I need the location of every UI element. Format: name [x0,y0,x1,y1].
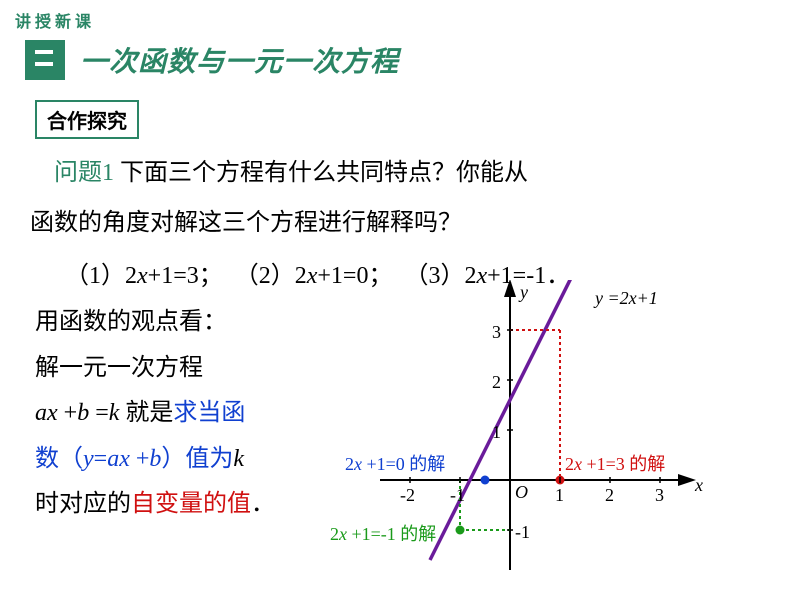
question-line1: 下面三个方程有什么共同特点？你能从 [114,160,528,186]
ytick-1: 1 [492,422,501,443]
ytick-m1: -1 [515,522,530,543]
function-chart: 1 2 3 -1 -2 1 2 3 -1 O x y y =2x+1 2x +1… [370,280,780,590]
page-title: 一次函数与一元一次方程 [80,40,399,80]
line-equation-label: y =2x+1 [595,288,658,309]
list-icon [25,40,65,80]
question-number: 问题1 [54,160,114,186]
xtick-m1: -1 [450,485,465,506]
solution-label-blue: 2x +1=0 的解 [345,450,445,476]
header-label: 讲授新课 [15,8,95,32]
xtick-1: 1 [555,485,564,506]
question-text: 问题1 下面三个方程有什么共同特点？你能从 函数的角度对解这三个方程进行解释吗？ [30,148,770,249]
ytick-3: 3 [492,322,501,343]
solution-label-red: 2x +1=3 的解 [565,450,665,476]
origin-label: O [515,482,528,503]
y-axis-label: y [520,282,528,303]
question-line2: 函数的角度对解这三个方程进行解释吗？ [30,210,462,236]
xtick-2: 2 [605,485,614,506]
xtick-m2: -2 [400,485,415,506]
section-label: 合作探究 [35,100,139,139]
title-bar: 一次函数与一元一次方程 [25,40,399,80]
xtick-3: 3 [655,485,664,506]
ytick-2: 2 [492,372,501,393]
explanation-text: 用函数的观点看： 解一元一次方程 ax +b =k 就是求当函 数（y=ax +… [35,300,365,528]
solution-label-green: 2x +1=-1 的解 [330,520,436,546]
x-axis-label: x [695,475,703,496]
